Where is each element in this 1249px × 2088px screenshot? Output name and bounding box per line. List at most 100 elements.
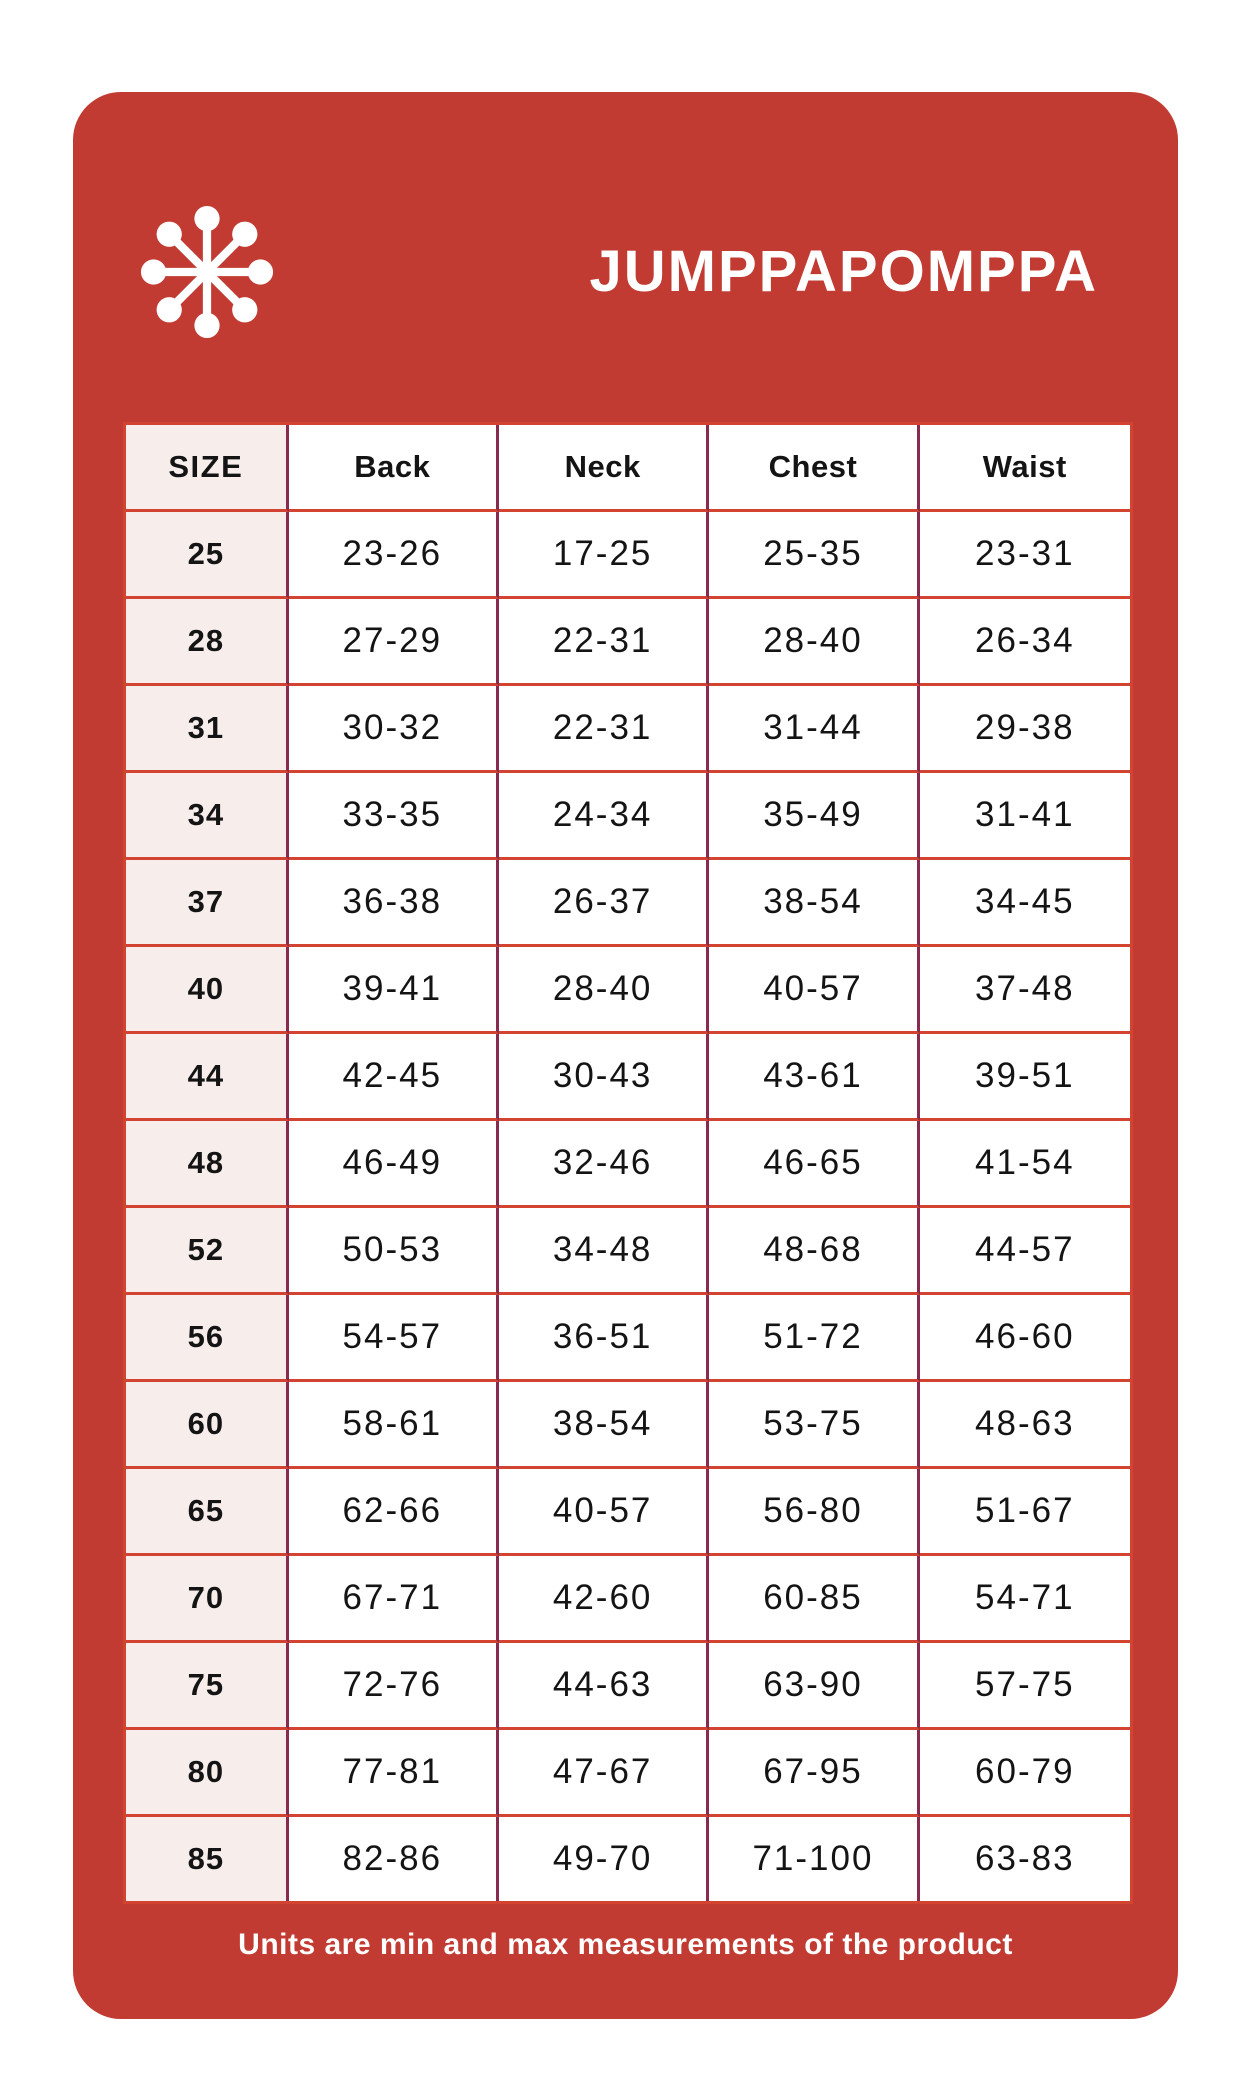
measurement-cell: 36-38 — [288, 860, 499, 947]
measurement-cell: 33-35 — [288, 773, 499, 860]
size-cell: 85 — [126, 1817, 289, 1901]
measurement-cell: 34-48 — [498, 1208, 710, 1295]
column-header-back: Back — [288, 425, 499, 512]
table-row: 85 82-86 49-70 71-100 63-83 — [126, 1817, 1130, 1901]
measurement-cell: 62-66 — [288, 1469, 499, 1556]
measurement-cell: 54-71 — [919, 1556, 1130, 1643]
measurement-cell: 36-51 — [498, 1295, 710, 1382]
measurement-cell: 38-54 — [498, 1382, 710, 1469]
measurement-cell: 67-71 — [288, 1556, 499, 1643]
measurement-cell: 25-35 — [709, 512, 920, 599]
column-header-chest: Chest — [709, 425, 920, 512]
measurement-cell: 22-31 — [498, 686, 710, 773]
measurement-cell: 22-31 — [498, 599, 710, 686]
snowflake-asterisk-icon — [140, 205, 274, 339]
measurement-cell: 28-40 — [709, 599, 920, 686]
column-header-neck: Neck — [498, 425, 710, 512]
measurement-cell: 48-68 — [709, 1208, 920, 1295]
measurement-cell: 67-95 — [709, 1730, 920, 1817]
header-row: SIZE Back Neck Chest Waist — [126, 425, 1130, 512]
table-row: 25 23-26 17-25 25-35 23-31 — [126, 512, 1130, 599]
measurement-cell: 60-79 — [919, 1730, 1130, 1817]
table-row: 48 46-49 32-46 46-65 41-54 — [126, 1121, 1130, 1208]
size-cell: 60 — [126, 1382, 289, 1469]
measurement-cell: 40-57 — [498, 1469, 710, 1556]
table-row: 34 33-35 24-34 35-49 31-41 — [126, 773, 1130, 860]
measurement-cell: 38-54 — [709, 860, 920, 947]
measurement-cell: 31-44 — [709, 686, 920, 773]
measurement-cell: 44-57 — [919, 1208, 1130, 1295]
measurement-cell: 39-41 — [288, 947, 499, 1034]
measurement-cell: 23-26 — [288, 512, 499, 599]
measurement-cell: 29-38 — [919, 686, 1130, 773]
measurement-cell: 72-76 — [288, 1643, 499, 1730]
measurement-cell: 57-75 — [919, 1643, 1130, 1730]
size-cell: 80 — [126, 1730, 289, 1817]
size-cell: 40 — [126, 947, 289, 1034]
measurement-cell: 58-61 — [288, 1382, 499, 1469]
measurement-cell: 31-41 — [919, 773, 1130, 860]
measurement-cell: 17-25 — [498, 512, 710, 599]
measurement-cell: 46-65 — [709, 1121, 920, 1208]
size-table: SIZE Back Neck Chest Waist 25 23-26 17-25 2… — [123, 422, 1133, 1904]
measurement-cell: 42-60 — [498, 1556, 710, 1643]
measurement-cell: 53-75 — [709, 1382, 920, 1469]
measurement-cell: 24-34 — [498, 773, 710, 860]
measurement-cell: 44-63 — [498, 1643, 710, 1730]
measurement-cell: 51-67 — [919, 1469, 1130, 1556]
measurement-cell: 50-53 — [288, 1208, 499, 1295]
size-cell: 52 — [126, 1208, 289, 1295]
table-row: 65 62-66 40-57 56-80 51-67 — [126, 1469, 1130, 1556]
measurement-cell: 41-54 — [919, 1121, 1130, 1208]
measurement-cell: 26-37 — [498, 860, 710, 947]
measurement-cell: 51-72 — [709, 1295, 920, 1382]
column-header-waist: Waist — [919, 425, 1130, 512]
table-row: 44 42-45 30-43 43-61 39-51 — [126, 1034, 1130, 1121]
table-row: 60 58-61 38-54 53-75 48-63 — [126, 1382, 1130, 1469]
measurement-cell: 46-49 — [288, 1121, 499, 1208]
brand-header: JUMPPAPOMPPA — [73, 92, 1178, 340]
table-row: 52 50-53 34-48 48-68 44-57 — [126, 1208, 1130, 1295]
measurement-cell: 39-51 — [919, 1034, 1130, 1121]
measurement-cell: 63-83 — [919, 1817, 1130, 1901]
measurement-cell: 60-85 — [709, 1556, 920, 1643]
measurement-cell: 46-60 — [919, 1295, 1130, 1382]
measurement-cell: 71-100 — [709, 1817, 920, 1901]
size-cell: 37 — [126, 860, 289, 947]
size-cell: 65 — [126, 1469, 289, 1556]
measurement-cell: 35-49 — [709, 773, 920, 860]
column-header-size: SIZE — [126, 425, 289, 512]
measurement-cell: 40-57 — [709, 947, 920, 1034]
footer-note: Units are min and max measurements of th… — [238, 1928, 1013, 1961]
measurement-cell: 82-86 — [288, 1817, 499, 1901]
measurement-cell: 63-90 — [709, 1643, 920, 1730]
size-cell: 25 — [126, 512, 289, 599]
measurement-cell: 77-81 — [288, 1730, 499, 1817]
measurement-cell: 30-43 — [498, 1034, 710, 1121]
measurement-cell: 23-31 — [919, 512, 1130, 599]
table-row: 75 72-76 44-63 63-90 57-75 — [126, 1643, 1130, 1730]
size-cell: 56 — [126, 1295, 289, 1382]
table-row: 80 77-81 47-67 67-95 60-79 — [126, 1730, 1130, 1817]
size-cell: 28 — [126, 599, 289, 686]
measurement-cell: 37-48 — [919, 947, 1130, 1034]
measurement-cell: 56-80 — [709, 1469, 920, 1556]
size-cell: 31 — [126, 686, 289, 773]
measurement-cell: 34-45 — [919, 860, 1130, 947]
measurement-cell: 48-63 — [919, 1382, 1130, 1469]
measurement-cell: 32-46 — [498, 1121, 710, 1208]
measurement-cell: 47-67 — [498, 1730, 710, 1817]
table-row: 56 54-57 36-51 51-72 46-60 — [126, 1295, 1130, 1382]
brand-title: JUMPPAPOMPPA — [589, 239, 1098, 304]
measurement-cell: 30-32 — [288, 686, 499, 773]
table-row: 37 36-38 26-37 38-54 34-45 — [126, 860, 1130, 947]
size-chart-card: JUMPPAPOMPPA SIZE Back Neck Chest Waist … — [73, 92, 1178, 2019]
size-table-body: 25 23-26 17-25 25-35 23-31 28 27-29 22-31 28-40 2… — [126, 512, 1130, 1901]
size-cell: 34 — [126, 773, 289, 860]
measurement-cell: 54-57 — [288, 1295, 499, 1382]
measurement-cell: 49-70 — [498, 1817, 710, 1901]
table-row: 31 30-32 22-31 31-44 29-38 — [126, 686, 1130, 773]
measurement-cell: 26-34 — [919, 599, 1130, 686]
measurement-cell: 42-45 — [288, 1034, 499, 1121]
